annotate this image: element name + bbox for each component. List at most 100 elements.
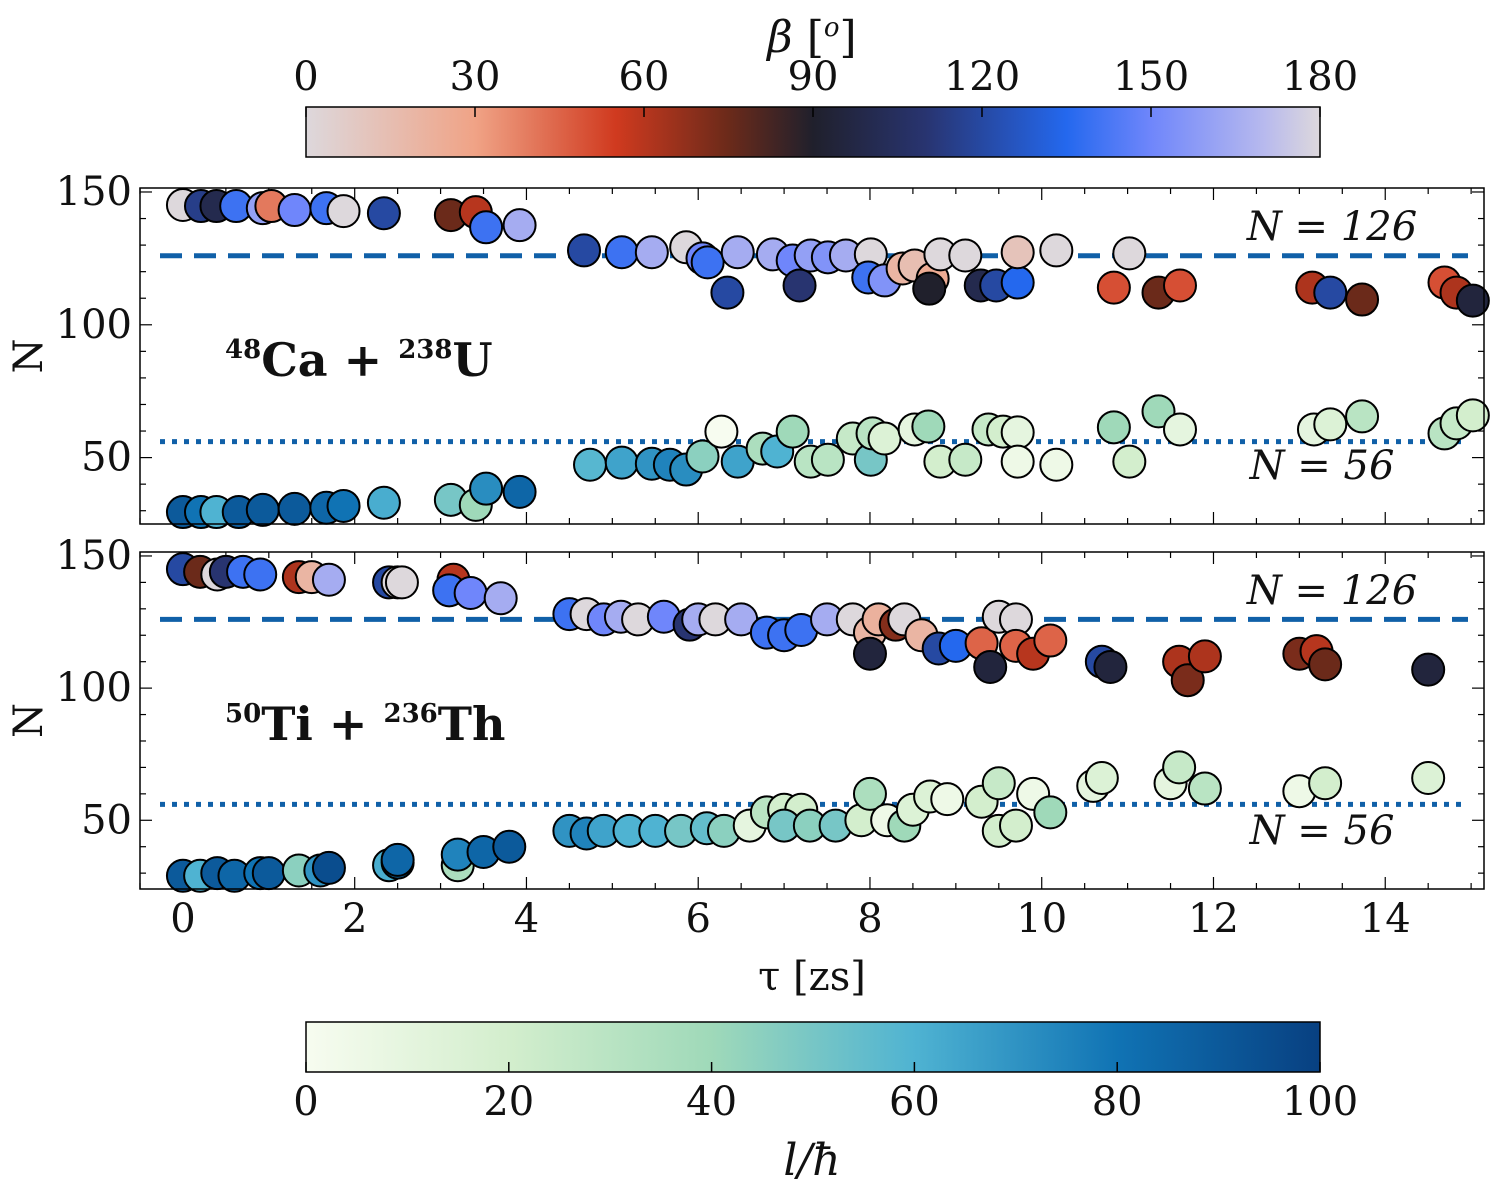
heavy-fragment-point [973, 649, 1008, 684]
y-tick-label: 150 [56, 169, 132, 215]
heavy-fragment-point [502, 208, 537, 243]
heavy-fragment-point [1308, 647, 1343, 682]
light-fragment-point [277, 491, 312, 526]
light-fragment-point [311, 850, 346, 885]
heavy-fragment-point [948, 238, 983, 273]
x-tick-label: 12 [1188, 896, 1239, 942]
panel-title-part: + [313, 697, 384, 751]
bottom-colorbar-tick-label: 20 [483, 1079, 534, 1125]
light-fragment-point [852, 776, 887, 811]
heavy-fragment-point [1162, 268, 1197, 303]
panel-title-part: Ca [261, 333, 327, 387]
light-fragment-point [1187, 771, 1222, 806]
top-colorbar-tick-label: 60 [619, 54, 670, 100]
light-fragment-point [1033, 795, 1068, 830]
heavy-fragment-point [1313, 275, 1348, 310]
bottom-colorbar-tick-label: 40 [686, 1079, 737, 1125]
light-fragment-point [366, 485, 401, 520]
heavy-fragment-point [852, 636, 887, 671]
light-fragment-point [604, 445, 639, 480]
light-fragment-point [704, 414, 739, 449]
panel-title-part: Ti [261, 697, 313, 751]
heavy-fragment-point [384, 565, 419, 600]
panel-title-part: 50 [225, 699, 261, 729]
heavy-fragment-point [366, 196, 401, 231]
heavy-fragment-point [1112, 236, 1147, 271]
panel-title: 48Ca + 238U [225, 333, 493, 387]
heavy-fragment-point [1096, 270, 1131, 305]
heavy-fragment-point [1187, 639, 1222, 674]
light-fragment-point [1000, 415, 1035, 450]
x-tick-label: 6 [685, 896, 710, 942]
panel-title-part: 48 [225, 335, 261, 365]
bottom-colorbar-tick-label: 100 [1282, 1079, 1358, 1125]
light-fragment-point [380, 842, 415, 877]
y-axis-label: N [6, 339, 52, 374]
light-fragment-point [1345, 399, 1380, 434]
light-fragment-point [867, 421, 902, 456]
light-fragment-point [1000, 444, 1035, 479]
bottom-colorbar-tick-label: 60 [889, 1079, 940, 1125]
light-fragment-point [251, 856, 286, 891]
heavy-fragment-point [1093, 649, 1128, 684]
top-colorbar-tick-label: 0 [293, 54, 318, 100]
x-axis-label: τ [zs] [758, 954, 866, 1000]
top-colorbar-label: β [o] [765, 12, 856, 63]
heavy-fragment-point [1170, 663, 1205, 698]
y-tick-label: 150 [56, 533, 132, 579]
light-fragment-point [245, 492, 280, 527]
heavy-fragment-point [483, 581, 518, 616]
light-fragment-point [911, 409, 946, 444]
panel-frame [139, 551, 1485, 890]
heavy-fragment-point [690, 245, 725, 280]
panel-title-part: Th [438, 697, 506, 751]
heavy-fragment-point [311, 562, 346, 597]
top-colorbar-tick-label: 30 [450, 54, 501, 100]
bottom-colorbar-tick-label: 0 [293, 1079, 318, 1125]
light-fragment-point [810, 442, 845, 477]
y-tick-label: 100 [56, 665, 132, 711]
light-fragment-point [930, 782, 965, 817]
panel-frame [139, 187, 1485, 525]
panel-title: 50Ti + 236Th [225, 697, 505, 751]
panel-1: 50 100 150 N N = 126 N = 56 48Ca + 238U [6, 169, 1490, 530]
x-tick-label: 10 [1016, 896, 1067, 942]
light-fragment-point [775, 414, 810, 449]
top-colorbar-tick-label: 120 [944, 54, 1020, 100]
x-tick-label: 4 [514, 896, 539, 942]
heavy-fragment-point [469, 210, 504, 245]
light-fragment-point [981, 766, 1016, 801]
heavy-fragment-point [1000, 265, 1035, 300]
light-fragment-point [948, 442, 983, 477]
heavy-fragment-point [453, 575, 488, 610]
top-colorbar-tick-label: 180 [1282, 54, 1358, 100]
heavy-fragment-point [604, 235, 639, 270]
heavy-fragment-point [566, 233, 601, 268]
bottom-colorbar [305, 1021, 1321, 1073]
light-fragment-point [1039, 447, 1074, 482]
bottom-colorbar-tick-label: 80 [1092, 1079, 1143, 1125]
y-tick-label: 50 [81, 435, 132, 481]
heavy-fragment-point [243, 557, 278, 592]
light-fragment-point [998, 808, 1033, 843]
panel-title-part: U [452, 333, 492, 387]
light-fragment-point [1084, 760, 1119, 795]
magic-label-126: N = 126 [1246, 568, 1417, 614]
light-fragment-point [1162, 750, 1197, 785]
light-fragment-point [1411, 760, 1446, 795]
heavy-fragment-point [277, 193, 312, 228]
heavy-fragment-point [1455, 283, 1490, 318]
panel-title-part: 238 [398, 335, 452, 365]
light-fragment-point [573, 447, 608, 482]
panel-title-part: + [328, 333, 399, 387]
heavy-fragment-point [1039, 233, 1074, 268]
light-fragment-point [685, 439, 720, 474]
y-axis-label: N [6, 703, 52, 738]
light-fragment-point [469, 471, 504, 506]
top-colorbar-tick-label: 150 [1113, 54, 1189, 100]
y-tick-label: 100 [56, 302, 132, 348]
light-fragment-point [1096, 410, 1131, 445]
